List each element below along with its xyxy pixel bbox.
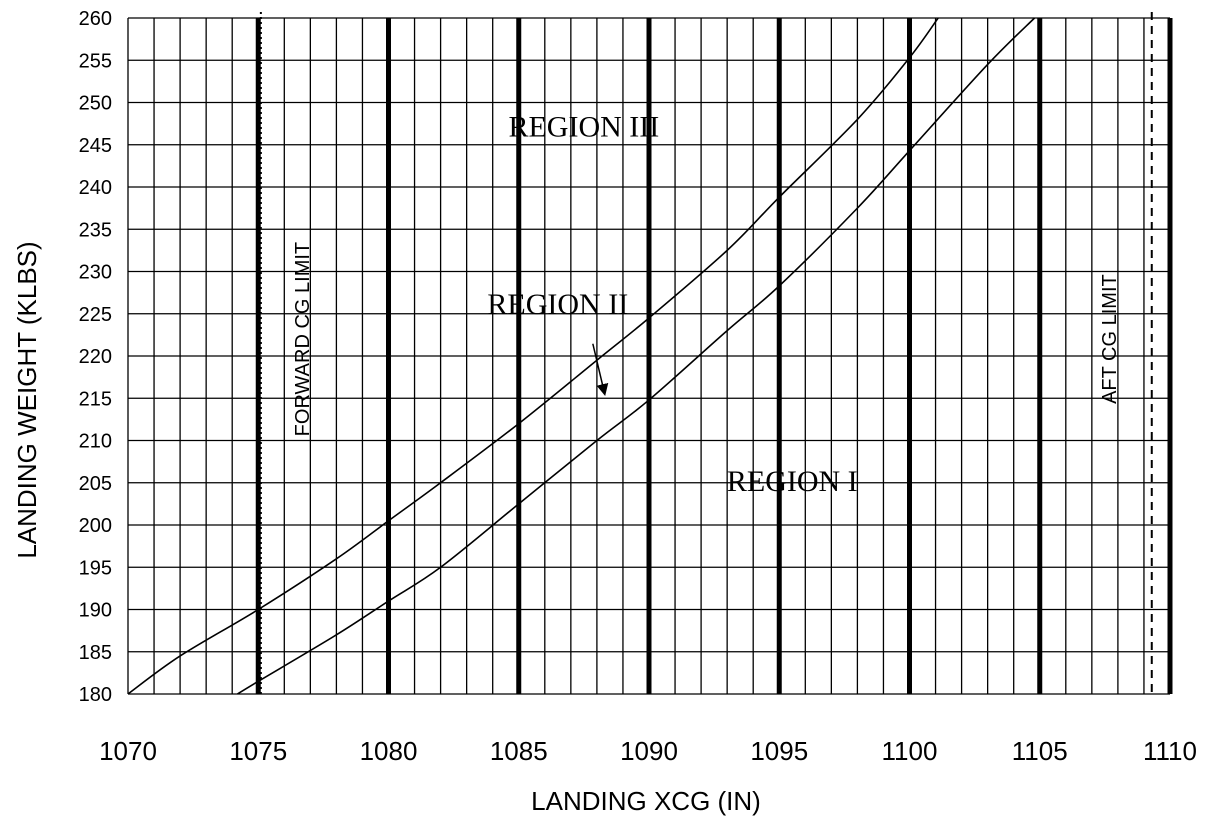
boundary-curve-1 — [127, 17, 939, 695]
y-tick-label: 215 — [79, 388, 112, 410]
y-tick-label: 225 — [79, 304, 112, 326]
y-tick-label: 190 — [79, 600, 112, 622]
x-tick-label: 1095 — [750, 736, 808, 766]
x-tick-label: 1110 — [1143, 736, 1197, 766]
cg-limit-label-2: AFT CG LIMIT — [1099, 274, 1121, 404]
cg-limit-lines: FORWARD CG LIMIT AFT CG LIMIT — [259, 12, 1153, 694]
region-label-1: REGION III — [508, 110, 659, 143]
series-group — [127, 17, 1036, 695]
y-tick-label: 180 — [79, 684, 112, 706]
grid — [127, 17, 1173, 695]
y-tick-label: 230 — [79, 262, 112, 284]
x-tick-label: 1105 — [1012, 736, 1068, 766]
y-axis-label: LANDING WEIGHT (KLBS) — [12, 241, 42, 558]
y-tick-label: 210 — [79, 431, 112, 453]
region-label-3: REGION I — [727, 465, 858, 498]
x-tick-label: 1070 — [99, 736, 157, 766]
x-axis-label: LANDING XCG (IN) — [531, 786, 761, 816]
cg-limit-label-1: FORWARD CG LIMIT — [292, 242, 314, 436]
annotations: REGION III REGION II REGION I — [487, 110, 857, 498]
y-tick-label: 205 — [79, 473, 112, 495]
tick-labels: 1070 1075 1080 1085 1090 1095 1100 1105 1110 180 1… — [79, 8, 1197, 766]
region-arrow — [592, 343, 609, 396]
y-tick-label: 240 — [79, 177, 112, 199]
y-tick-label: 220 — [79, 346, 112, 368]
y-tick-label: 250 — [79, 93, 112, 115]
y-tick-label: 245 — [79, 135, 112, 157]
x-tick-label: 1090 — [620, 736, 678, 766]
region-label-2: REGION II — [487, 288, 628, 321]
x-tick-label: 1080 — [360, 736, 418, 766]
y-tick-label: 185 — [79, 642, 112, 664]
y-tick-label: 255 — [79, 50, 112, 72]
x-tick-label: 1085 — [490, 736, 548, 766]
x-tick-label: 1100 — [882, 736, 938, 766]
y-tick-label: 195 — [79, 557, 112, 579]
y-tick-label: 260 — [79, 8, 112, 30]
boundary-curve-2 — [236, 17, 1036, 695]
y-tick-label: 200 — [79, 515, 112, 537]
x-tick-label: 1075 — [229, 736, 287, 766]
y-tick-label: 235 — [79, 219, 112, 241]
